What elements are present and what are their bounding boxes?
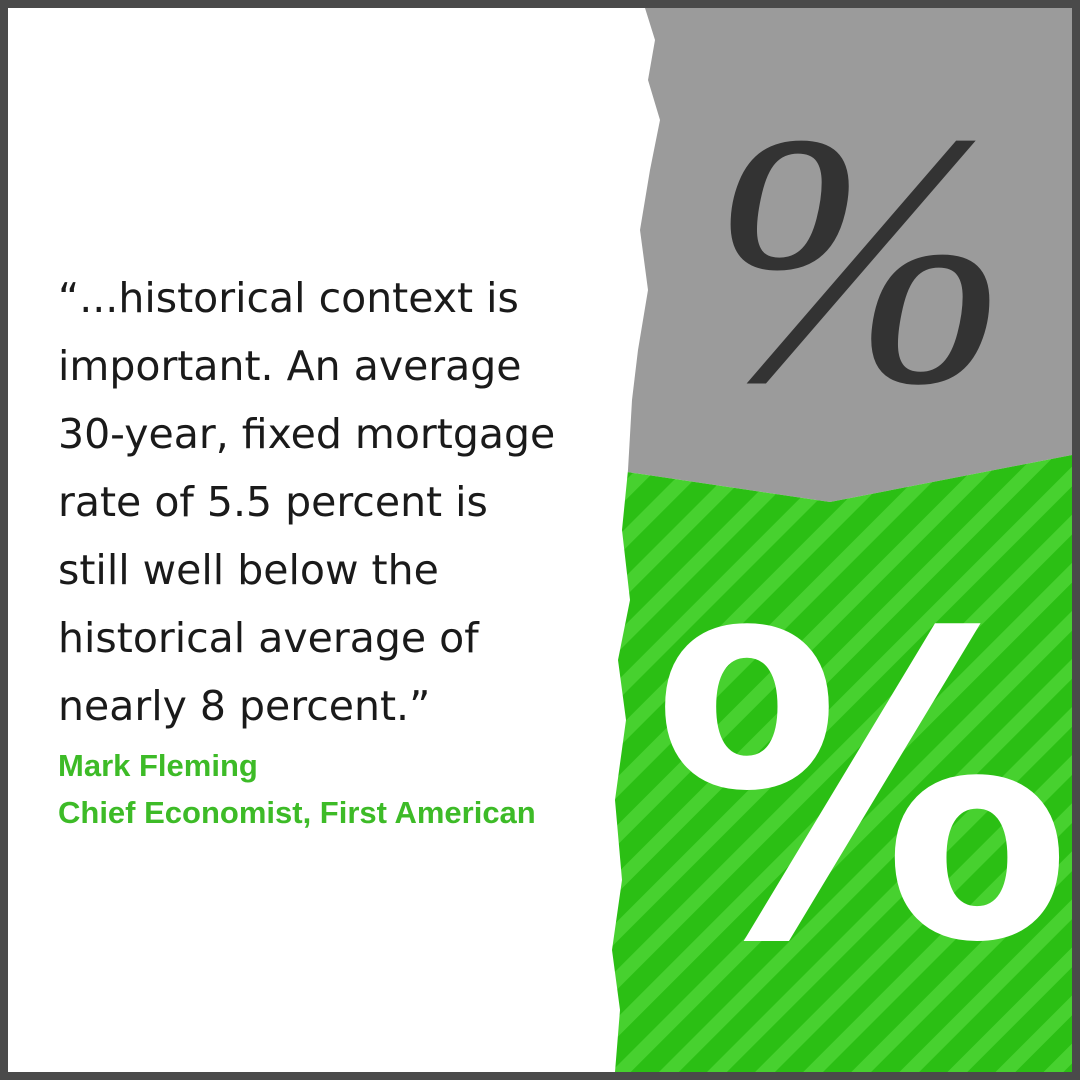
author-name: Mark Fleming xyxy=(58,748,258,783)
sans-percent: % xyxy=(652,546,1073,1035)
quote-line: rate of 5.5 percent is xyxy=(58,478,488,526)
quote: “...historical context is important. An a… xyxy=(58,274,555,730)
torn-panel: % % xyxy=(612,8,1073,1072)
quote-line: “...historical context is xyxy=(58,274,519,322)
quote-line: important. An average xyxy=(58,342,522,390)
author-title: Chief Economist, First American xyxy=(58,795,536,830)
serif-percent: % xyxy=(710,59,1010,458)
quote-line: nearly 8 percent.” xyxy=(58,682,430,730)
quote-line: still well below the xyxy=(58,546,439,594)
quote-line: 30-year, fixed mortgage xyxy=(58,410,555,458)
quote-line: historical average of xyxy=(58,614,480,662)
gray-area xyxy=(612,8,1072,502)
green-area xyxy=(612,455,1072,1072)
